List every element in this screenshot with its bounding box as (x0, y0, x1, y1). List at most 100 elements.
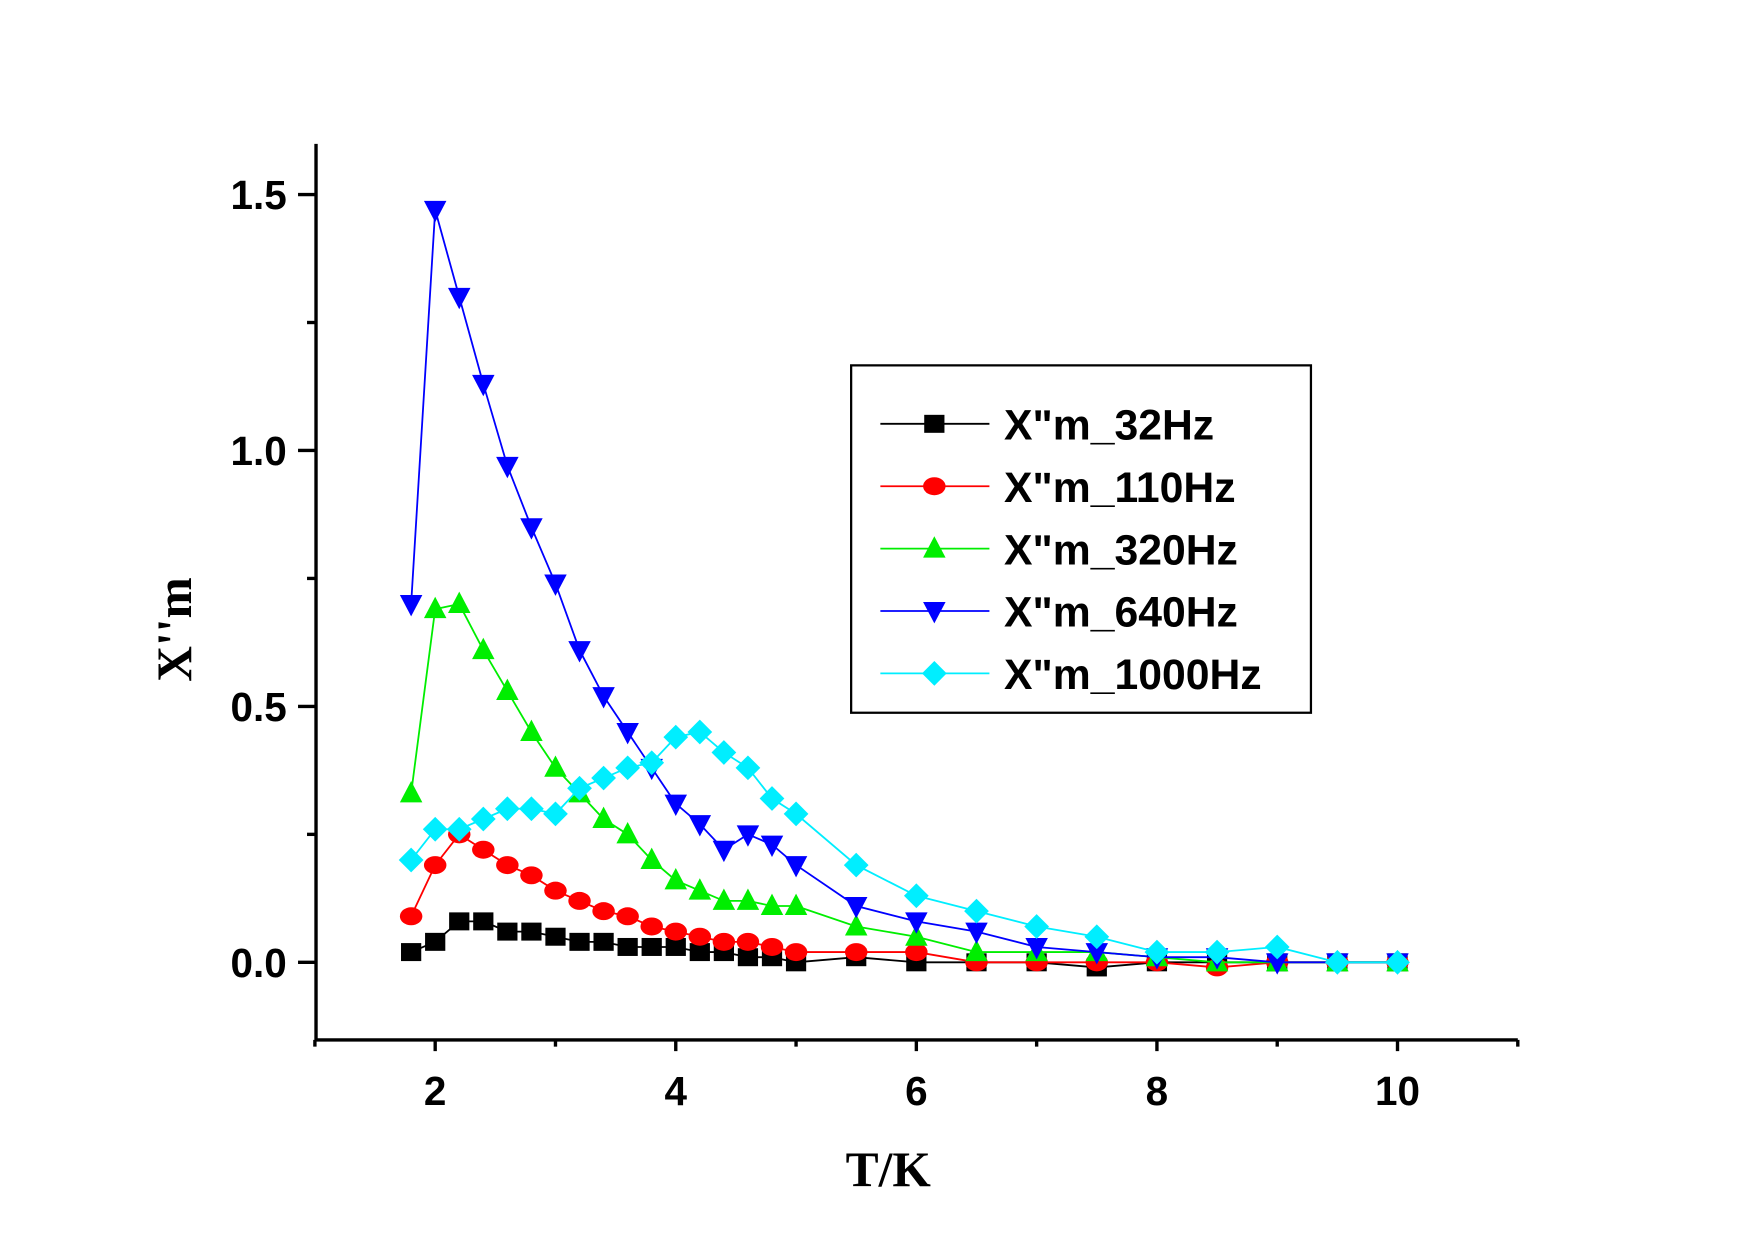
data-point (688, 815, 712, 837)
data-point (592, 806, 615, 828)
data-point (401, 943, 422, 962)
x-tick-label: 10 (1375, 1068, 1420, 1114)
data-point (494, 796, 520, 822)
data-point (399, 907, 423, 926)
data-point (617, 937, 638, 956)
data-point (712, 888, 736, 910)
data-point (640, 847, 663, 869)
x-tick-label: 8 (1146, 1068, 1169, 1114)
legend-item: X"m_640Hz (880, 589, 1238, 637)
data-point (735, 755, 761, 781)
data-point (616, 722, 639, 745)
data-point (736, 825, 760, 847)
data-point (688, 927, 712, 946)
data-point (640, 917, 663, 936)
data-point (423, 856, 447, 875)
data-point (759, 786, 785, 811)
data-point (760, 937, 784, 956)
legend-label: X"m_110Hz (1004, 464, 1236, 512)
data-point (399, 595, 423, 617)
y-tick-label: 1.0 (231, 428, 287, 474)
data-point (905, 943, 928, 962)
data-point (688, 878, 712, 900)
data-point (593, 932, 614, 951)
data-point (568, 641, 591, 663)
legend-marker (923, 536, 946, 558)
y-axis-title: X''m (147, 577, 202, 681)
data-point (448, 591, 471, 614)
data-point (615, 755, 641, 781)
data-point (737, 948, 759, 967)
data-point (1024, 914, 1050, 939)
data-point (473, 912, 494, 931)
data-point (423, 596, 447, 619)
data-point (784, 943, 808, 962)
legend-label: X"m_640Hz (1004, 589, 1238, 637)
data-point (472, 840, 495, 859)
x-tick-label: 6 (905, 1068, 928, 1114)
data-point (592, 902, 615, 921)
data-point (783, 801, 809, 827)
data-point (844, 897, 868, 919)
data-point (712, 840, 736, 863)
data-point (664, 868, 688, 890)
data-point (399, 781, 423, 803)
data-point (616, 907, 639, 926)
data-point (496, 456, 519, 479)
data-point (423, 200, 447, 223)
data-point (760, 835, 784, 857)
data-point (520, 719, 543, 741)
data-point (905, 912, 928, 934)
data-point (544, 755, 567, 777)
data-point (760, 893, 784, 916)
data-point (568, 891, 591, 910)
data-point (964, 898, 989, 924)
data-point (664, 794, 688, 817)
data-point (965, 939, 988, 962)
data-point (616, 821, 639, 844)
data-point (520, 518, 543, 540)
y-tick-label: 1.5 (231, 172, 287, 218)
x-axis-title: T/K (846, 1142, 932, 1197)
data-point (472, 374, 495, 397)
legend-label: X"m_1000Hz (1004, 651, 1262, 699)
data-point (544, 881, 567, 900)
data-point (843, 852, 869, 878)
data-point (592, 687, 615, 709)
legend-label: X"m_32Hz (1004, 402, 1214, 450)
data-point (521, 922, 542, 941)
x-tick-label: 2 (424, 1068, 447, 1114)
data-point (844, 914, 868, 936)
data-point (398, 847, 424, 873)
data-point (567, 775, 592, 801)
data-point (905, 924, 928, 946)
data-point (903, 883, 929, 909)
data-point (472, 637, 495, 660)
data-point (569, 932, 590, 951)
data-point (446, 816, 472, 842)
legend: X"m_32Hz X"m_110Hz X"m_320Hz X"m_640Hz X"m_1… (850, 364, 1313, 714)
series-1 (399, 825, 1409, 977)
data-point (689, 943, 710, 962)
data-point (736, 932, 760, 951)
data-point (664, 922, 688, 941)
data-point (545, 927, 566, 946)
data-point (544, 574, 567, 596)
data-point (784, 893, 808, 916)
data-point (591, 765, 616, 791)
legend-item: X"m_320Hz (880, 526, 1238, 574)
data-point (425, 932, 446, 951)
data-point (520, 866, 543, 885)
data-point (470, 806, 496, 832)
legend-marker (923, 477, 946, 496)
axes: 2 4 6 8 10 0.0 0.5 1.0 1.5 (231, 143, 1520, 1114)
data-point (844, 943, 868, 962)
legend-marker (923, 602, 946, 624)
data-point (449, 912, 470, 931)
data-point (641, 937, 662, 956)
data-point (497, 922, 518, 941)
y-tick-label: 0.5 (231, 684, 287, 730)
series-line (410, 833, 1398, 969)
data-point (422, 816, 448, 842)
